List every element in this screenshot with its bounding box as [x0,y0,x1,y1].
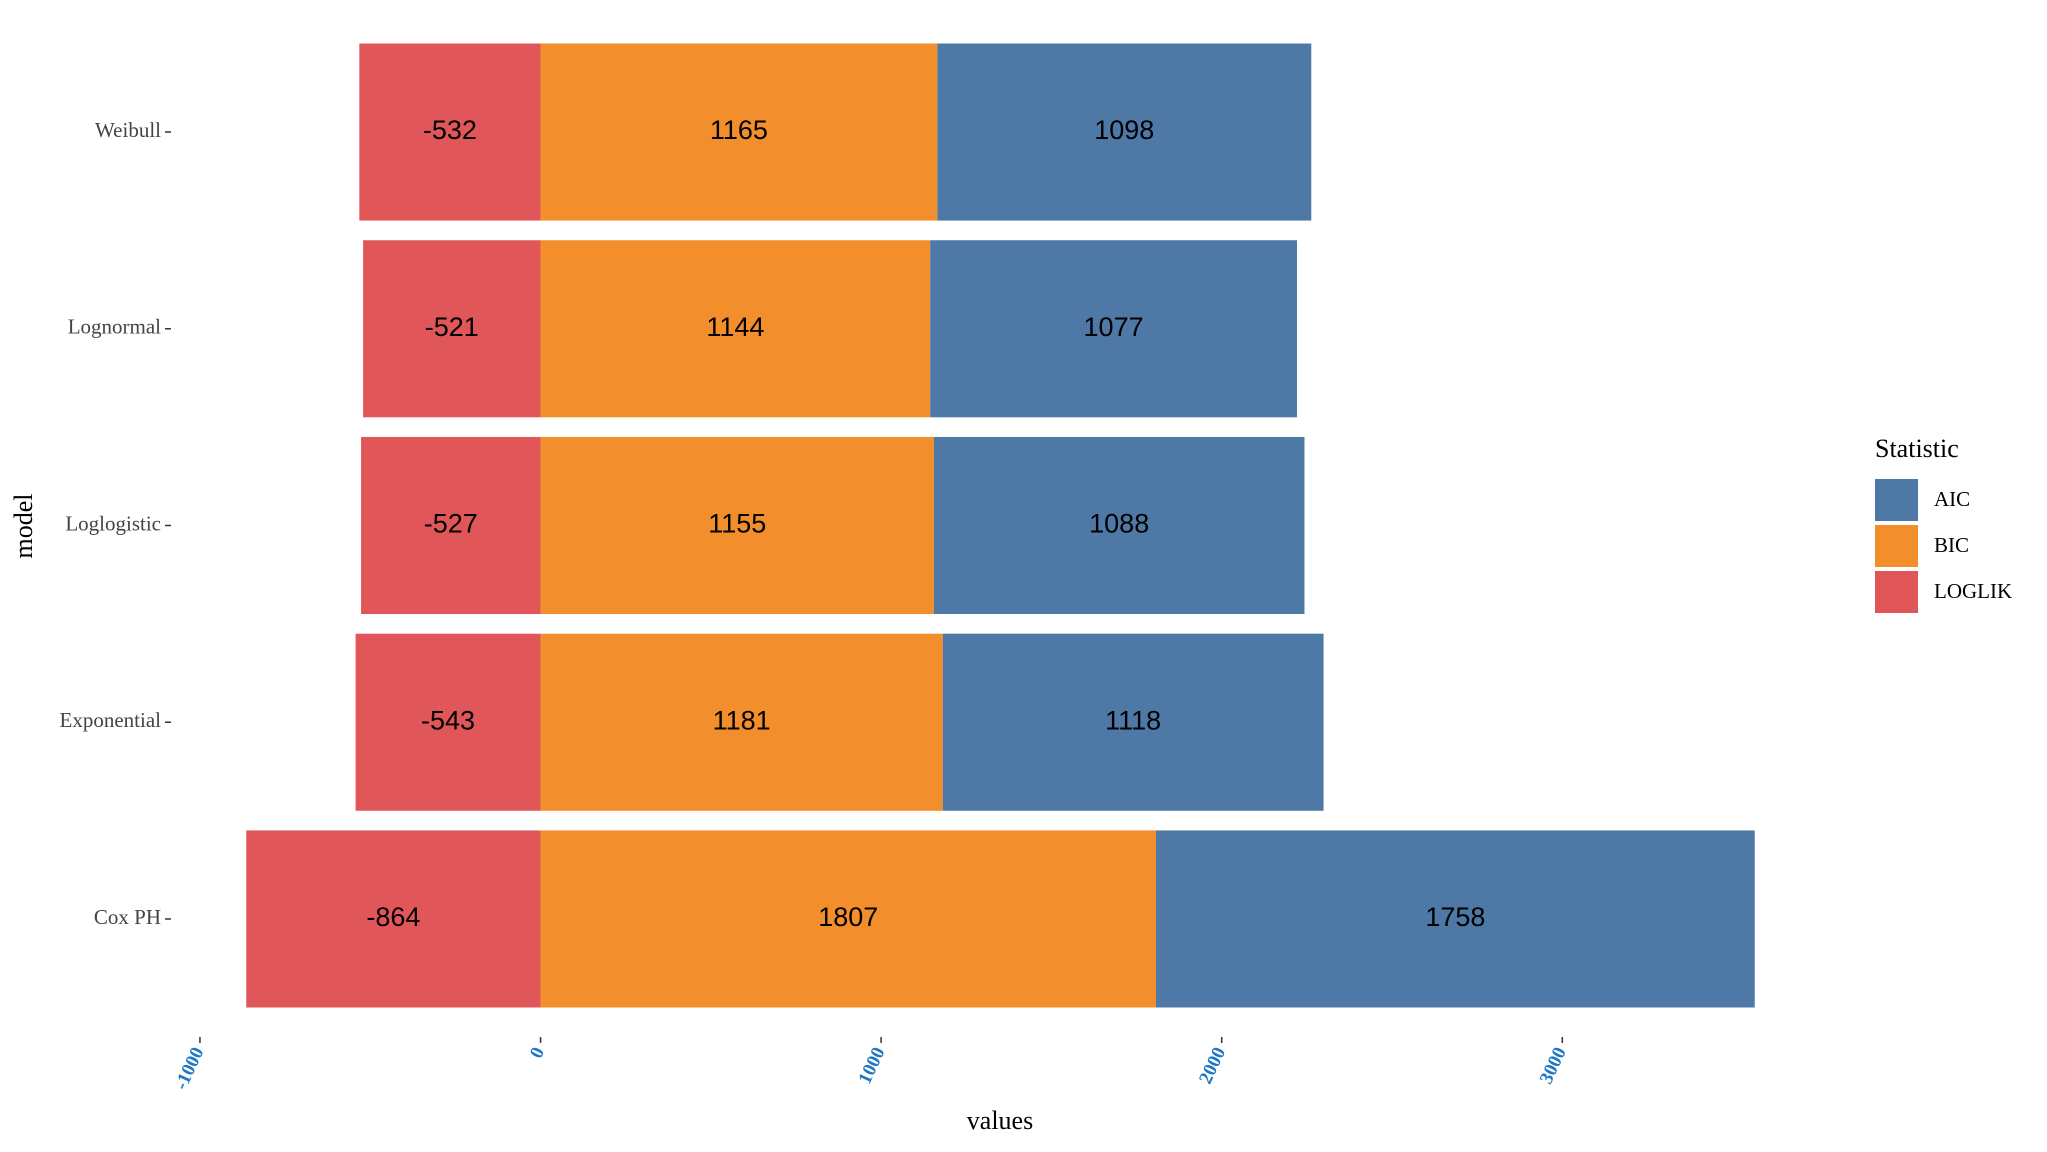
bar-segment [937,43,1312,221]
bar-segment [246,830,541,1008]
legend-label: AIC [1934,487,1970,511]
y-tick-label: Cox PH [94,905,161,929]
value-label: -527 [424,509,478,539]
value-label: 1807 [818,902,878,932]
legend-title: Statistic [1875,434,1959,463]
x-tick-label: -1000 [171,1044,209,1093]
legend-key [1875,525,1918,567]
y-tick-label: Loglogistic [65,511,161,535]
x-tick-label: 1000 [855,1044,890,1087]
bar-segment [363,240,541,418]
bar-segment [359,43,541,221]
value-label: 1098 [1094,115,1154,145]
bar-segment [355,633,541,811]
bar-segment [540,830,1156,1008]
bar-segment [933,436,1305,615]
value-label: -521 [425,312,479,342]
x-axis-title: values [967,1106,1033,1135]
value-label: -864 [366,902,420,932]
value-label: 1758 [1425,902,1485,932]
y-axis-title: model [9,494,38,559]
bar-segment [361,436,541,615]
bar-segment [540,240,931,418]
bar-segment [1155,830,1755,1008]
value-label: -543 [421,705,475,735]
legend-key [1875,479,1918,521]
value-label: 1155 [708,509,766,539]
value-label: 1118 [1105,705,1161,735]
bar-segment [930,240,1297,418]
value-label: 1165 [710,115,768,145]
x-tick-label: 3000 [1536,1044,1571,1087]
legend-label: BIC [1934,533,1969,557]
value-label: 1144 [706,312,764,342]
bar-segment [540,633,943,811]
value-label: -532 [423,115,477,145]
legend-label: LOGLIK [1934,579,2012,603]
y-tick-label: Exponential [60,708,162,732]
bar-segment [942,633,1324,811]
x-tick-label: 2000 [1195,1044,1230,1087]
bar-segment [540,43,938,221]
value-label: 1181 [713,705,771,735]
value-label: 1077 [1084,312,1144,342]
bar-segment [540,436,934,615]
y-tick-label: Weibull [95,118,161,142]
y-tick-label: Lognormal [68,315,161,339]
legend-key [1875,571,1918,613]
value-label: 1088 [1089,509,1149,539]
x-tick-label: 0 [526,1044,549,1061]
